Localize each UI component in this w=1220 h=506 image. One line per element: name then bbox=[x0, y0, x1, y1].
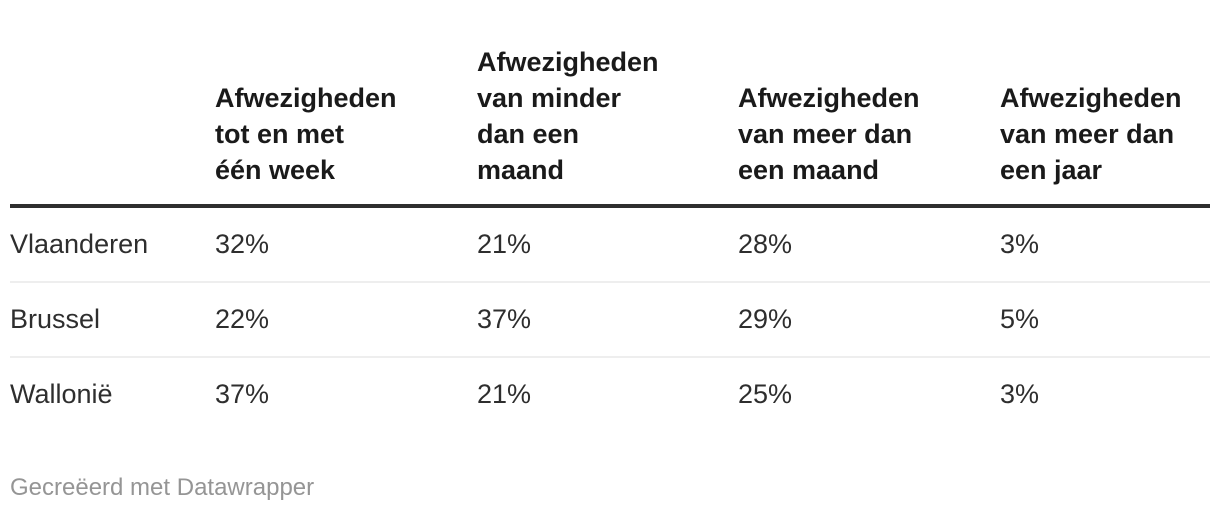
table-cell: 21% bbox=[477, 229, 532, 259]
table-body: Vlaanderen 32% 21% 28% 3% Brussel 22% 37… bbox=[10, 206, 1210, 431]
table-cell: 29% bbox=[738, 304, 793, 334]
table-row-vlaanderen: Vlaanderen 32% 21% 28% 3% bbox=[10, 206, 1210, 282]
column-header-meer-dan-jaar: Afwezigheden van meer dan een jaar bbox=[1000, 0, 1210, 208]
table-container: Afwezigheden tot en met één week Afwezig… bbox=[10, 0, 1210, 431]
table-row-wallonie: Wallonië 37% 21% 25% 3% bbox=[10, 357, 1210, 431]
column-header-week: Afwezigheden tot en met één week bbox=[215, 0, 477, 208]
table-header: Afwezigheden tot en met één week Afwezig… bbox=[10, 0, 1210, 208]
table-cell: 22% bbox=[215, 304, 270, 334]
table-row-brussel: Brussel 22% 37% 29% 5% bbox=[10, 282, 1210, 357]
row-label: Vlaanderen bbox=[10, 229, 149, 259]
table-cell: 28% bbox=[738, 229, 793, 259]
row-label: Wallonië bbox=[10, 379, 113, 409]
column-header-minder-dan-maand: Afwezigheden van minder dan een maand bbox=[477, 0, 738, 208]
datawrapper-attribution: Gecreëerd met Datawrapper bbox=[10, 474, 315, 501]
table-cell: 5% bbox=[1000, 304, 1040, 334]
data-table: Afwezigheden tot en met één week Afwezig… bbox=[10, 0, 1210, 431]
corner-header-empty bbox=[10, 0, 215, 208]
table-cell: 37% bbox=[215, 379, 270, 409]
table-cell: 3% bbox=[1000, 379, 1040, 409]
table-cell: 3% bbox=[1000, 229, 1040, 259]
header-row: Afwezigheden tot en met één week Afwezig… bbox=[10, 0, 1210, 208]
table-cell: 32% bbox=[215, 229, 270, 259]
column-header-meer-dan-maand: Afwezigheden van meer dan een maand bbox=[738, 0, 1000, 208]
table-cell: 37% bbox=[477, 304, 532, 334]
table-cell: 25% bbox=[738, 379, 793, 409]
row-label: Brussel bbox=[10, 304, 101, 334]
table-cell: 21% bbox=[477, 379, 532, 409]
